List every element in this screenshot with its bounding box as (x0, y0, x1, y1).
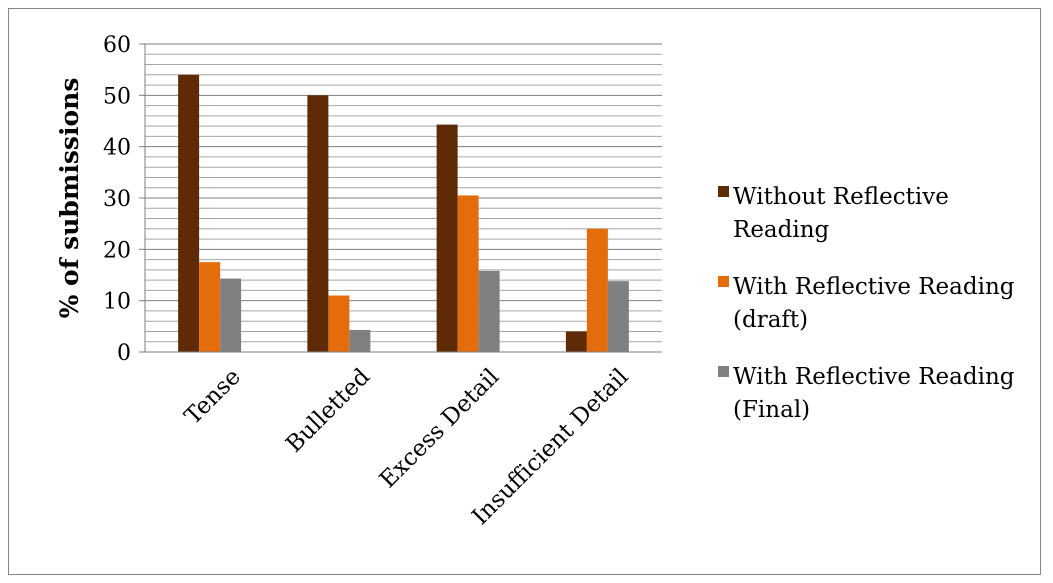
legend-label: (Final) (733, 397, 810, 423)
legend-label: Reading (733, 217, 830, 243)
axes (139, 43, 662, 353)
legend-item: With Reflective Reading (Final) (718, 364, 1015, 423)
x-tick-labels: Tense Bulletted Excess DetailInsufficient … (180, 364, 634, 530)
legend-item: Without Reflective Reading (718, 184, 949, 243)
y-tick-label: 40 (103, 136, 131, 161)
bar-with-reflective-reading-final-excess-detail (478, 270, 500, 352)
y-tick-label: 20 (103, 238, 131, 263)
bar-without-reflective-reading-insufficient-detail (565, 331, 587, 352)
bar-with-reflective-reading-draft-bulletted (328, 295, 350, 352)
bar-without-reflective-reading-excess-detail (436, 124, 458, 353)
y-tick-label: 60 (103, 33, 131, 58)
legend-swatch (718, 276, 729, 287)
y-tick-label: 50 (103, 84, 131, 109)
bar-with-reflective-reading-final-insufficient-detail (607, 281, 629, 352)
legend: Without Reflective Reading With Reflective… (718, 184, 1015, 423)
legend-label: (draft) (733, 307, 808, 333)
x-tick-label: Excess Detail (375, 364, 504, 493)
legend-swatch (718, 366, 729, 377)
y-axis-label: % of submissions (55, 78, 84, 319)
y-tick-label: 30 (103, 187, 131, 212)
y-tick-label: 10 (103, 290, 131, 315)
bar-without-reflective-reading-bulletted (307, 95, 329, 352)
legend-label: With Reflective Reading (733, 274, 1015, 300)
y-tick-labels: 0 10 20 30 40 50 60 (103, 33, 131, 366)
legend-item: With Reflective Reading (draft) (718, 274, 1015, 333)
bar-without-reflective-reading-tense (178, 74, 200, 353)
x-tick-label: Bulletted (281, 364, 375, 458)
bar-with-reflective-reading-final-tense (220, 278, 242, 352)
bar-with-reflective-reading-draft-tense (199, 262, 221, 352)
legend-swatch (718, 186, 729, 197)
y-tick-label: 0 (117, 341, 131, 366)
legend-label: With Reflective Reading (733, 364, 1015, 390)
bars (178, 74, 629, 353)
bar-with-reflective-reading-draft-insufficient-detail (586, 228, 608, 352)
bar-with-reflective-reading-final-bulletted (349, 329, 371, 352)
x-tick-label: Tense (180, 364, 246, 430)
legend-label: Without Reflective (733, 184, 949, 210)
bar-with-reflective-reading-draft-excess-detail (457, 195, 479, 352)
